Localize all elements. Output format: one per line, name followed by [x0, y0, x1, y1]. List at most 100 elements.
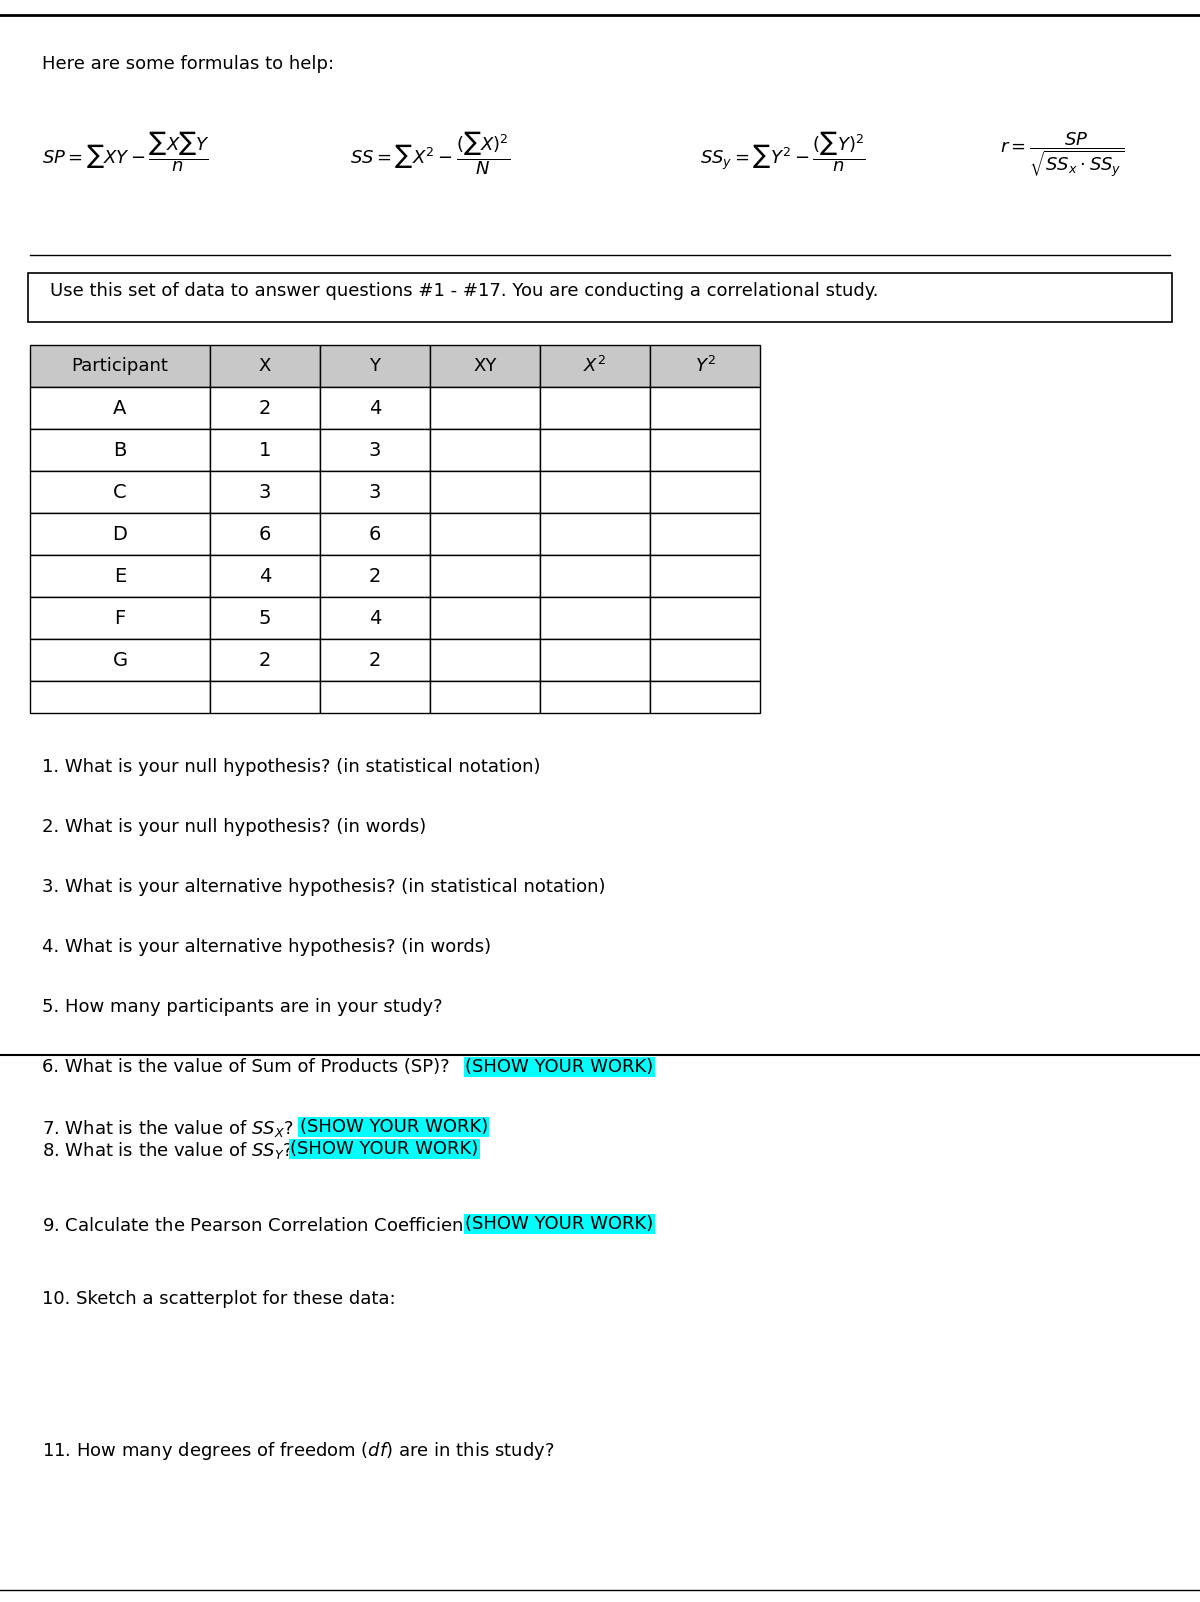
Bar [540, 554, 650, 598]
Bar [540, 598, 650, 639]
Bar [430, 429, 540, 471]
Bar [210, 554, 320, 598]
Bar [30, 681, 210, 713]
Bar [210, 344, 320, 388]
Text: 3: 3 [368, 482, 382, 501]
Bar [650, 388, 760, 429]
Bar [650, 471, 760, 513]
Bar [320, 639, 430, 681]
Text: A: A [113, 399, 127, 418]
Bar [320, 681, 430, 713]
Text: (SHOW YOUR WORK): (SHOW YOUR WORK) [300, 1118, 488, 1136]
Text: 4: 4 [368, 609, 382, 628]
Text: (SHOW YOUR WORK): (SHOW YOUR WORK) [466, 1057, 654, 1077]
Text: XY: XY [473, 357, 497, 375]
Bar [430, 344, 540, 388]
Bar [210, 388, 320, 429]
Bar [540, 639, 650, 681]
Text: Y: Y [370, 357, 380, 375]
Bar [30, 639, 210, 681]
Text: 6: 6 [368, 524, 382, 543]
Text: Use this set of data to answer questions #1 - #17. You are conducting a correlat: Use this set of data to answer questions… [50, 282, 878, 300]
Bar [650, 639, 760, 681]
Text: E: E [114, 567, 126, 585]
Text: 2: 2 [259, 399, 271, 418]
Bar [320, 344, 430, 388]
Text: 7. What is the value of $SS_X$?: 7. What is the value of $SS_X$? [42, 1118, 295, 1139]
Bar [320, 471, 430, 513]
Bar [540, 681, 650, 713]
Bar [540, 513, 650, 554]
Text: B: B [113, 441, 127, 460]
Bar [430, 388, 540, 429]
Text: (SHOW YOUR WORK): (SHOW YOUR WORK) [466, 1214, 654, 1234]
Text: 8. What is the value of $SS_Y$?: 8. What is the value of $SS_Y$? [42, 1141, 294, 1161]
Text: 2: 2 [368, 650, 382, 670]
Bar [30, 471, 210, 513]
Text: $SP = \sum XY - \dfrac{\sum X \sum Y}{n}$: $SP = \sum XY - \dfrac{\sum X \sum Y}{n}… [42, 130, 210, 173]
Text: $r = \dfrac{SP}{\sqrt{SS_x \cdot SS_y}}$: $r = \dfrac{SP}{\sqrt{SS_x \cdot SS_y}}$ [1000, 130, 1124, 179]
Bar [650, 598, 760, 639]
Bar [30, 598, 210, 639]
Bar [650, 681, 760, 713]
Bar [30, 554, 210, 598]
Text: 5. How many participants are in your study?: 5. How many participants are in your stu… [42, 998, 443, 1016]
Bar [430, 639, 540, 681]
Text: D: D [113, 524, 127, 543]
Bar [210, 681, 320, 713]
Text: 4: 4 [259, 567, 271, 585]
Bar [30, 344, 210, 388]
Bar [650, 554, 760, 598]
Text: 2. What is your null hypothesis? (in words): 2. What is your null hypothesis? (in wor… [42, 819, 426, 836]
Text: 2: 2 [368, 567, 382, 585]
Bar [320, 513, 430, 554]
Bar [30, 429, 210, 471]
Bar [320, 429, 430, 471]
Text: 6. What is the value of Sum of Products (SP)?: 6. What is the value of Sum of Products … [42, 1057, 455, 1077]
Text: Participant: Participant [72, 357, 168, 375]
Text: X: X [259, 357, 271, 375]
Bar [540, 388, 650, 429]
Bar [210, 639, 320, 681]
Text: 5: 5 [259, 609, 271, 628]
Text: 1: 1 [259, 441, 271, 460]
Bar [30, 513, 210, 554]
Text: (SHOW YOUR WORK): (SHOW YOUR WORK) [290, 1141, 479, 1158]
Bar [430, 681, 540, 713]
Text: 9. Calculate the Pearson Correlation Coefficient ($r$):: 9. Calculate the Pearson Correlation Coe… [42, 1214, 505, 1235]
Bar [30, 388, 210, 429]
Bar [210, 471, 320, 513]
Bar [320, 554, 430, 598]
Text: $SS_y = \sum Y^2 - \dfrac{(\sum Y)^2}{n}$: $SS_y = \sum Y^2 - \dfrac{(\sum Y)^2}{n}… [700, 130, 865, 173]
Bar [650, 429, 760, 471]
Text: 6: 6 [259, 524, 271, 543]
Text: C: C [113, 482, 127, 501]
Text: 11. How many degrees of freedom ($df$) are in this study?: 11. How many degrees of freedom ($df$) a… [42, 1440, 554, 1463]
Bar [650, 344, 760, 388]
Text: 1. What is your null hypothesis? (in statistical notation): 1. What is your null hypothesis? (in sta… [42, 758, 540, 775]
Bar [430, 471, 540, 513]
Text: F: F [114, 609, 126, 628]
Bar [320, 388, 430, 429]
Bar [650, 513, 760, 554]
Text: 3. What is your alternative hypothesis? (in statistical notation): 3. What is your alternative hypothesis? … [42, 878, 606, 896]
Text: 10. Sketch a scatterplot for these data:: 10. Sketch a scatterplot for these data: [42, 1290, 396, 1307]
Bar [430, 598, 540, 639]
Bar [540, 429, 650, 471]
Text: $SS = \sum X^2 - \dfrac{(\sum X)^2}{N}$: $SS = \sum X^2 - \dfrac{(\sum X)^2}{N}$ [350, 130, 510, 176]
Text: 3: 3 [368, 441, 382, 460]
Bar [210, 429, 320, 471]
Text: Here are some formulas to help:: Here are some formulas to help: [42, 54, 334, 74]
Bar [540, 471, 650, 513]
Bar [430, 554, 540, 598]
Bar [210, 513, 320, 554]
Bar [320, 598, 430, 639]
FancyBboxPatch shape [28, 272, 1172, 322]
Bar [210, 598, 320, 639]
Text: 3: 3 [259, 482, 271, 501]
Bar [540, 344, 650, 388]
Text: 2: 2 [259, 650, 271, 670]
Text: $X^2$: $X^2$ [583, 356, 606, 376]
Text: G: G [113, 650, 127, 670]
Text: 4. What is your alternative hypothesis? (in words): 4. What is your alternative hypothesis? … [42, 939, 491, 956]
